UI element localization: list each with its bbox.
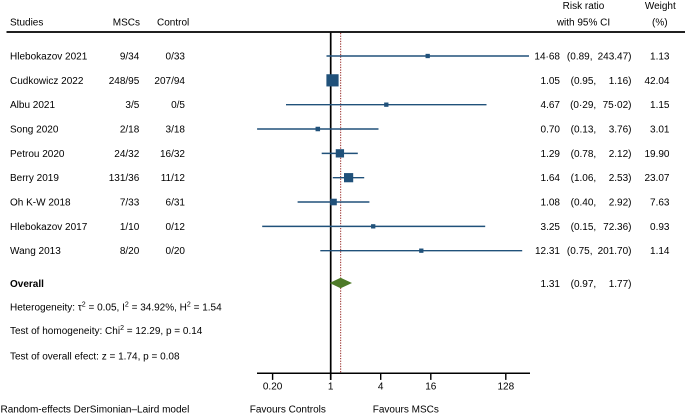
svg-text:Weight: Weight bbox=[645, 1, 676, 12]
svg-text:2.92): 2.92) bbox=[609, 198, 632, 209]
svg-text:Random-effects DerSimonian–Lai: Random-effects DerSimonian–Laird model bbox=[1, 405, 190, 416]
svg-text:11/12: 11/12 bbox=[161, 173, 186, 184]
svg-text:0.70: 0.70 bbox=[541, 125, 561, 136]
svg-text:1.31: 1.31 bbox=[541, 279, 561, 290]
svg-text:1: 1 bbox=[328, 382, 334, 393]
svg-text:201.70): 201.70) bbox=[598, 246, 632, 257]
svg-text:243.47): 243.47) bbox=[598, 52, 632, 63]
svg-text:1.29: 1.29 bbox=[541, 149, 561, 160]
svg-text:Berry 2019: Berry 2019 bbox=[10, 173, 59, 184]
svg-text:19.90: 19.90 bbox=[644, 149, 669, 160]
svg-text:3.01: 3.01 bbox=[650, 125, 670, 136]
svg-text:Test of homogeneity: Chi2 = 12: Test of homogeneity: Chi2 = 12.29, p = 0… bbox=[10, 325, 203, 337]
svg-text:42.04: 42.04 bbox=[644, 76, 669, 87]
svg-text:3.25: 3.25 bbox=[541, 222, 561, 233]
svg-text:1.77): 1.77) bbox=[609, 279, 632, 290]
svg-text:Favours MSCs: Favours MSCs bbox=[373, 404, 439, 415]
svg-text:207/94: 207/94 bbox=[154, 76, 185, 87]
svg-text:MSCs: MSCs bbox=[113, 18, 140, 29]
svg-text:1.05: 1.05 bbox=[541, 76, 561, 87]
svg-text:Hlebokazov 2017: Hlebokazov 2017 bbox=[10, 222, 88, 233]
svg-text:Heterogeneity: τ2 = 0.05, I2 =: Heterogeneity: τ2 = 0.05, I2 = 34.92%, H… bbox=[10, 302, 222, 314]
svg-text:(0.97,: (0.97, bbox=[571, 279, 597, 290]
svg-text:7/33: 7/33 bbox=[120, 198, 140, 209]
svg-text:(0.15,: (0.15, bbox=[571, 222, 597, 233]
svg-text:1.13: 1.13 bbox=[650, 52, 670, 63]
svg-text:6/31: 6/31 bbox=[166, 198, 186, 209]
svg-text:Studies: Studies bbox=[10, 18, 43, 29]
svg-text:1.08: 1.08 bbox=[541, 198, 561, 209]
svg-text:Albu 2021: Albu 2021 bbox=[10, 100, 55, 111]
svg-text:0/5: 0/5 bbox=[171, 100, 185, 111]
svg-text:9/34: 9/34 bbox=[120, 52, 140, 63]
svg-text:7.63: 7.63 bbox=[650, 198, 670, 209]
svg-text:23.07: 23.07 bbox=[644, 173, 669, 184]
svg-text:(0.13,: (0.13, bbox=[571, 125, 597, 136]
svg-text:Overall: Overall bbox=[10, 279, 44, 290]
svg-text:16: 16 bbox=[425, 382, 437, 393]
svg-text:2.53): 2.53) bbox=[609, 173, 632, 184]
svg-text:Test of overall efect: z = 1.7: Test of overall efect: z = 1.74, p = 0.0… bbox=[10, 351, 180, 362]
svg-text:0/20: 0/20 bbox=[166, 246, 186, 257]
svg-text:0/33: 0/33 bbox=[166, 52, 186, 63]
svg-text:3/18: 3/18 bbox=[166, 125, 186, 136]
svg-text:75·02): 75·02) bbox=[603, 100, 632, 111]
svg-text:Song 2020: Song 2020 bbox=[10, 125, 59, 136]
svg-text:Control: Control bbox=[157, 18, 189, 29]
svg-text:3.76): 3.76) bbox=[609, 125, 632, 136]
svg-text:1.14: 1.14 bbox=[650, 246, 670, 257]
svg-text:Hlebokazov 2021: Hlebokazov 2021 bbox=[10, 52, 88, 63]
svg-text:0/12: 0/12 bbox=[166, 222, 186, 233]
svg-text:1.64: 1.64 bbox=[541, 173, 561, 184]
svg-text:(0.78,: (0.78, bbox=[571, 149, 597, 160]
svg-text:0.93: 0.93 bbox=[650, 222, 670, 233]
svg-text:128: 128 bbox=[497, 382, 514, 393]
svg-text:Cudkowicz 2022: Cudkowicz 2022 bbox=[10, 76, 84, 87]
svg-text:Oh K-W 2018: Oh K-W 2018 bbox=[10, 198, 71, 209]
svg-text:Favours Controls: Favours Controls bbox=[250, 404, 326, 415]
svg-text:1/10: 1/10 bbox=[120, 222, 140, 233]
svg-text:1.15: 1.15 bbox=[650, 100, 670, 111]
svg-text:2/18: 2/18 bbox=[120, 125, 140, 136]
svg-text:1.16): 1.16) bbox=[609, 76, 632, 87]
svg-text:Petrou 2020: Petrou 2020 bbox=[10, 149, 65, 160]
svg-text:(1.06,: (1.06, bbox=[571, 173, 597, 184]
svg-text:14·68: 14·68 bbox=[534, 52, 560, 63]
svg-text:12.31: 12.31 bbox=[535, 246, 560, 257]
svg-text:72.36): 72.36) bbox=[603, 222, 631, 233]
svg-text:Risk ratio: Risk ratio bbox=[563, 1, 605, 12]
svg-text:(0·29,: (0·29, bbox=[570, 100, 596, 111]
svg-text:248/95: 248/95 bbox=[109, 76, 140, 87]
svg-text:(0.95,: (0.95, bbox=[571, 76, 597, 87]
svg-text:3/5: 3/5 bbox=[125, 100, 139, 111]
svg-text:131/36: 131/36 bbox=[109, 173, 140, 184]
svg-text:8/20: 8/20 bbox=[120, 246, 140, 257]
svg-text:(0.40,: (0.40, bbox=[571, 198, 597, 209]
svg-text:Wang 2013: Wang 2013 bbox=[10, 246, 61, 257]
svg-text:0.20: 0.20 bbox=[263, 382, 283, 393]
svg-text:(0.75,: (0.75, bbox=[567, 246, 593, 257]
svg-text:4.67: 4.67 bbox=[541, 100, 561, 111]
svg-text:2.12): 2.12) bbox=[609, 149, 632, 160]
svg-text:(%): (%) bbox=[652, 17, 668, 28]
svg-text:4: 4 bbox=[378, 382, 384, 393]
svg-text:with 95% CI: with 95% CI bbox=[556, 17, 610, 28]
svg-text:16/32: 16/32 bbox=[160, 149, 185, 160]
svg-text:24/32: 24/32 bbox=[114, 149, 139, 160]
svg-text:(0.89,: (0.89, bbox=[567, 52, 593, 63]
